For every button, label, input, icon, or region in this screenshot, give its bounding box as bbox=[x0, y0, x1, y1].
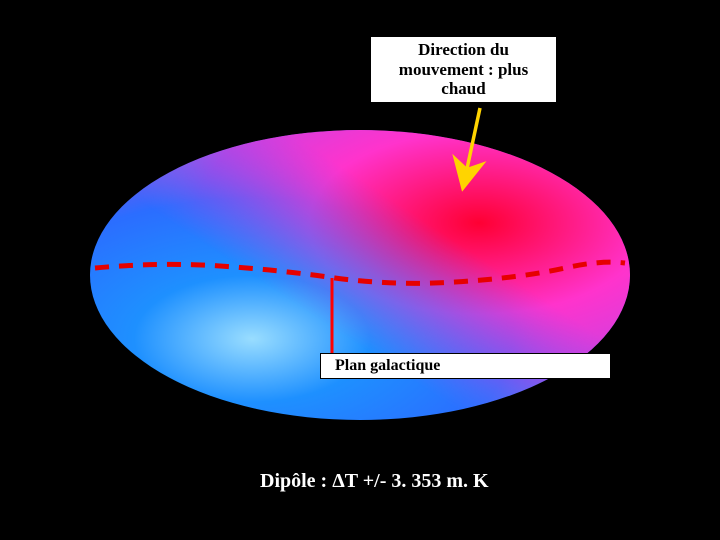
direction-label: Direction du mouvement : plus chaud bbox=[370, 36, 557, 103]
galactic-plane-label-text: Plan galactique bbox=[335, 357, 440, 374]
dipole-figure bbox=[0, 0, 720, 540]
galactic-plane-label: Plan galactique bbox=[320, 353, 611, 379]
direction-label-line3: chaud bbox=[441, 79, 485, 98]
dipole-caption-prefix: Dipôle : bbox=[260, 470, 332, 492]
dipole-caption-value: ΔT +/- 3. 353 m. K bbox=[332, 470, 488, 492]
direction-label-line2: mouvement : plus bbox=[399, 60, 528, 79]
dipole-caption: Dipôle : ΔT +/- 3. 353 m. K bbox=[260, 470, 489, 493]
diagram-stage: Direction du mouvement : plus chaud Plan… bbox=[0, 0, 720, 540]
direction-label-line1: Direction du bbox=[418, 40, 509, 59]
